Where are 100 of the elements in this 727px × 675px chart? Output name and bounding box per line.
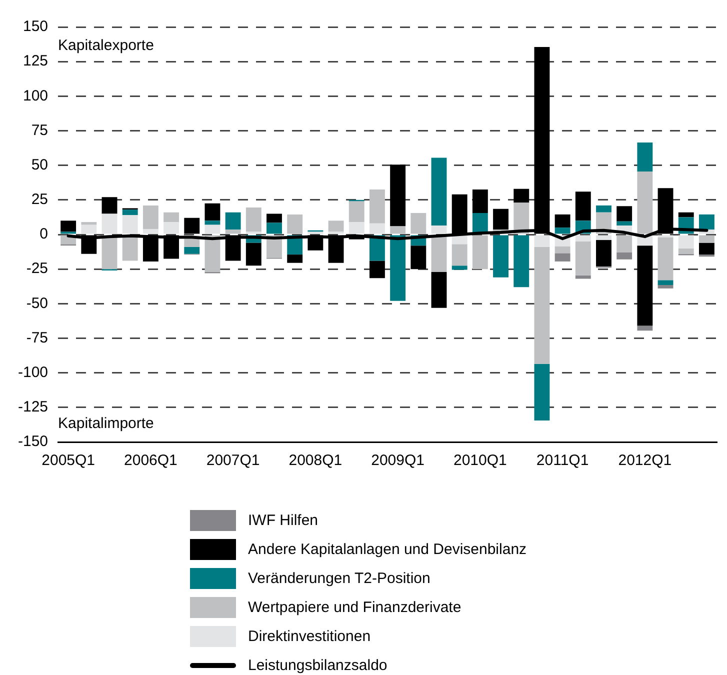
bar [122, 210, 138, 216]
bar [328, 220, 344, 232]
bar [658, 237, 674, 280]
bar [637, 326, 653, 331]
y-tick-label: 25 [31, 191, 48, 208]
bar [102, 197, 118, 214]
bar [410, 213, 426, 234]
y-tick-label: -125 [18, 398, 48, 416]
bar [678, 235, 694, 248]
bar [184, 246, 200, 254]
bar [596, 205, 612, 212]
bar [658, 280, 674, 285]
y-tick-label: 125 [22, 52, 48, 70]
bar [431, 235, 447, 272]
bar [81, 222, 97, 225]
bar [472, 235, 488, 270]
bar [142, 205, 158, 229]
bar [514, 202, 530, 234]
bar [390, 164, 406, 226]
bar [575, 235, 591, 242]
bar [534, 246, 550, 364]
bar [554, 214, 570, 228]
legend-label: Leistungsbilanzsaldo [248, 657, 388, 674]
bar [184, 238, 200, 247]
bar [616, 235, 632, 252]
bar [287, 254, 303, 263]
bar [266, 222, 282, 234]
y-tick-label: -25 [26, 260, 48, 278]
bar [246, 208, 262, 232]
x-tick-label: 2011Q1 [536, 452, 589, 470]
bar [225, 212, 241, 230]
bar [616, 221, 632, 226]
bar [246, 242, 262, 266]
bar [616, 206, 632, 222]
bar [204, 203, 220, 221]
bar [493, 235, 508, 278]
y-tick-label: 0 [40, 226, 48, 243]
bar [369, 190, 385, 224]
bar [616, 252, 632, 260]
bar [575, 275, 591, 279]
bar [472, 190, 488, 214]
bar [596, 240, 612, 266]
x-tick-label: 2009Q1 [371, 452, 425, 470]
bar [204, 224, 220, 234]
bar [225, 230, 241, 234]
legend-label: Andere Kapitalanlagen und Devisenbilanz [248, 541, 527, 558]
bar [554, 253, 570, 262]
bar [431, 226, 447, 234]
bar [637, 172, 653, 234]
bar [575, 241, 591, 276]
bar [431, 158, 447, 226]
bar [452, 244, 468, 266]
bar [554, 228, 570, 234]
bar [554, 246, 570, 254]
bar [266, 214, 282, 223]
legend-label: Direktinvestitionen [248, 628, 371, 645]
bar [122, 215, 138, 234]
bar [369, 223, 385, 234]
bar [534, 235, 550, 247]
bar [348, 201, 364, 222]
bar [637, 142, 653, 172]
bar [452, 266, 468, 270]
bar [678, 212, 694, 218]
bar [102, 214, 118, 234]
bar [348, 222, 364, 234]
bar [204, 235, 220, 272]
bar [410, 246, 426, 270]
bar [514, 235, 530, 288]
bar [369, 260, 385, 278]
bar [390, 226, 406, 234]
bar [431, 272, 447, 308]
bar [142, 228, 158, 234]
annotation: Kapitalimporte [58, 415, 154, 432]
legend-label: Veränderungen T2-Position [248, 570, 430, 587]
y-tick-label: -100 [18, 364, 48, 381]
bar [637, 246, 653, 326]
bar [658, 284, 674, 288]
y-tick-label: -50 [26, 294, 48, 312]
x-tick-label: 2010Q1 [453, 452, 507, 470]
bar [698, 242, 714, 255]
y-tick-label: -75 [26, 329, 48, 346]
legend-label: Wertpapiere und Finanzderivate [248, 599, 462, 616]
y-tick-label: 50 [31, 156, 48, 174]
annotation: Kapitalexporte [58, 37, 154, 54]
bar [534, 364, 550, 421]
bar [60, 220, 76, 232]
x-tick-label: 2007Q1 [206, 452, 260, 470]
bar [164, 222, 180, 234]
bar [164, 212, 180, 222]
bar [390, 235, 406, 301]
x-tick-label: 2005Q1 [42, 452, 96, 470]
bar [287, 214, 303, 234]
bar [575, 192, 591, 221]
y-tick-label: 100 [22, 87, 48, 104]
bar [698, 235, 714, 243]
y-tick-label: -150 [18, 433, 48, 450]
y-tick-label: 150 [22, 18, 48, 36]
bar [204, 220, 220, 225]
bar [184, 218, 200, 234]
bar [678, 248, 694, 254]
